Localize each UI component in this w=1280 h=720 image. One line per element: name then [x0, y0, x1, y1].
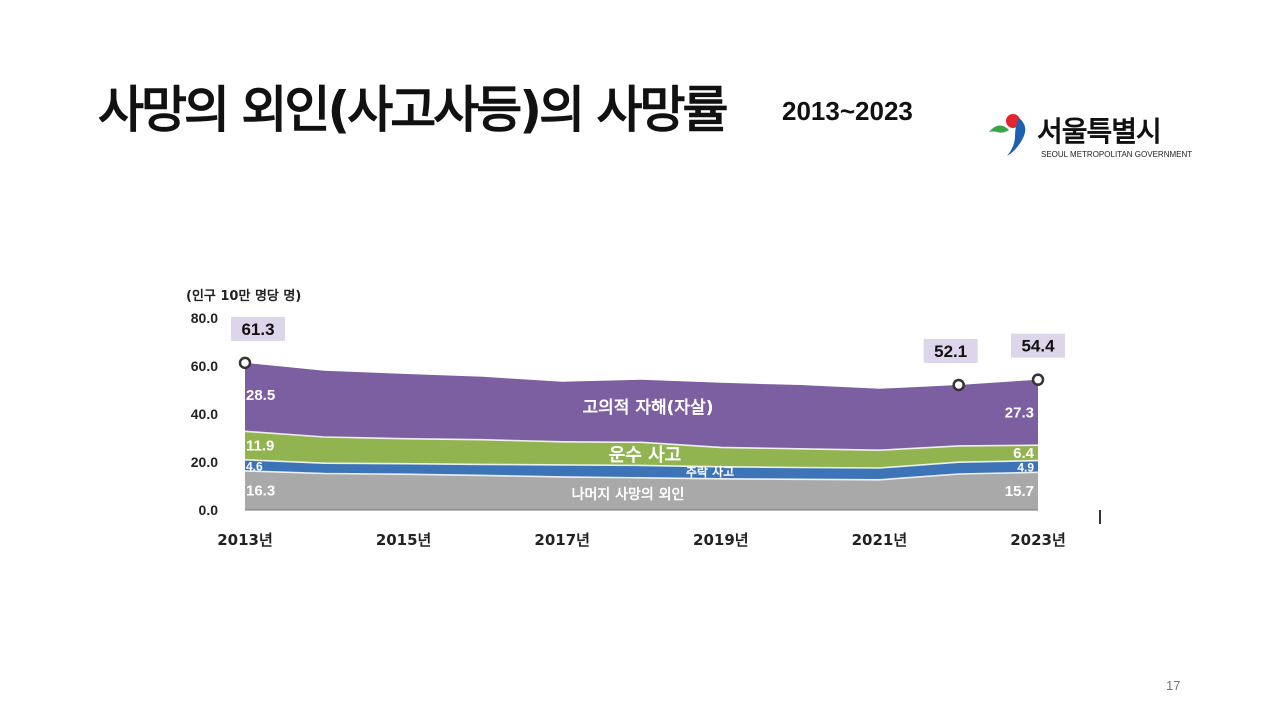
seoul-emblem-icon [989, 114, 1026, 156]
y-tick-label: 60.0 [191, 358, 218, 374]
series-name-label: 운수 사고 [609, 445, 682, 466]
logo-name: 서울특별시 [1037, 115, 1162, 148]
logo-subtitle: SEOUL METROPOLITAN GOVERNMENT [1041, 150, 1193, 159]
y-tick-label: 0.0 [199, 502, 219, 518]
value-label-2023: 6.4 [1013, 445, 1035, 462]
total-label: 52.1 [934, 342, 967, 361]
value-label-2013: 28.5 [246, 387, 275, 404]
value-label-2013: 4.6 [246, 459, 263, 473]
area-separator [244, 459, 1039, 469]
total-marker [1031, 373, 1045, 386]
series-name-label: 고의적 자해(자살) [583, 398, 714, 418]
total-label-box [923, 338, 978, 363]
area-other [245, 470, 1038, 510]
y-tick-label: 40.0 [191, 406, 218, 422]
x-tick-label: 2021년 [852, 531, 908, 549]
value-label-2023: 4.9 [1017, 460, 1034, 474]
value-label-2013: 11.9 [246, 438, 274, 455]
total-label-box [231, 316, 285, 341]
area-self-harm [245, 362, 1038, 451]
total-marker [238, 356, 252, 370]
series-name-label: 추락 사고 [686, 464, 734, 479]
y-unit-label: (인구 10만 명당 명) [186, 288, 301, 304]
value-label-2023: 15.7 [1005, 483, 1034, 500]
seoul-logo: 서울특별시 SEOUL METROPOLITAN GOVERNMENT [985, 108, 1205, 168]
value-label-2013: 16.3 [246, 482, 275, 499]
total-label: 61.3 [241, 320, 274, 339]
x-tick-label: 2023년 [1010, 531, 1066, 549]
area-separator [244, 430, 1039, 452]
x-tick-label: 2015년 [376, 531, 432, 549]
x-tick-label: 2017년 [534, 531, 590, 549]
page-subtitle: 2013~2023 [782, 96, 913, 126]
area-separator [244, 470, 1039, 481]
value-label-2023: 27.3 [1005, 404, 1034, 421]
x-tick-label: 2013년 [217, 531, 273, 549]
page-title: 사망의 외인(사고사등)의 사망률 [98, 81, 729, 139]
x-tick-label: 2019년 [693, 531, 749, 549]
total-label-box [1011, 333, 1065, 358]
total-label: 54.4 [1021, 337, 1055, 356]
series-name-label: 나머지 사망의 외인 [572, 486, 685, 503]
total-marker [952, 378, 965, 392]
area-transport [245, 431, 1038, 468]
page-number: 17 [1166, 678, 1181, 693]
y-tick-label: 80.0 [191, 310, 218, 326]
y-tick-label: 20.0 [191, 454, 218, 470]
